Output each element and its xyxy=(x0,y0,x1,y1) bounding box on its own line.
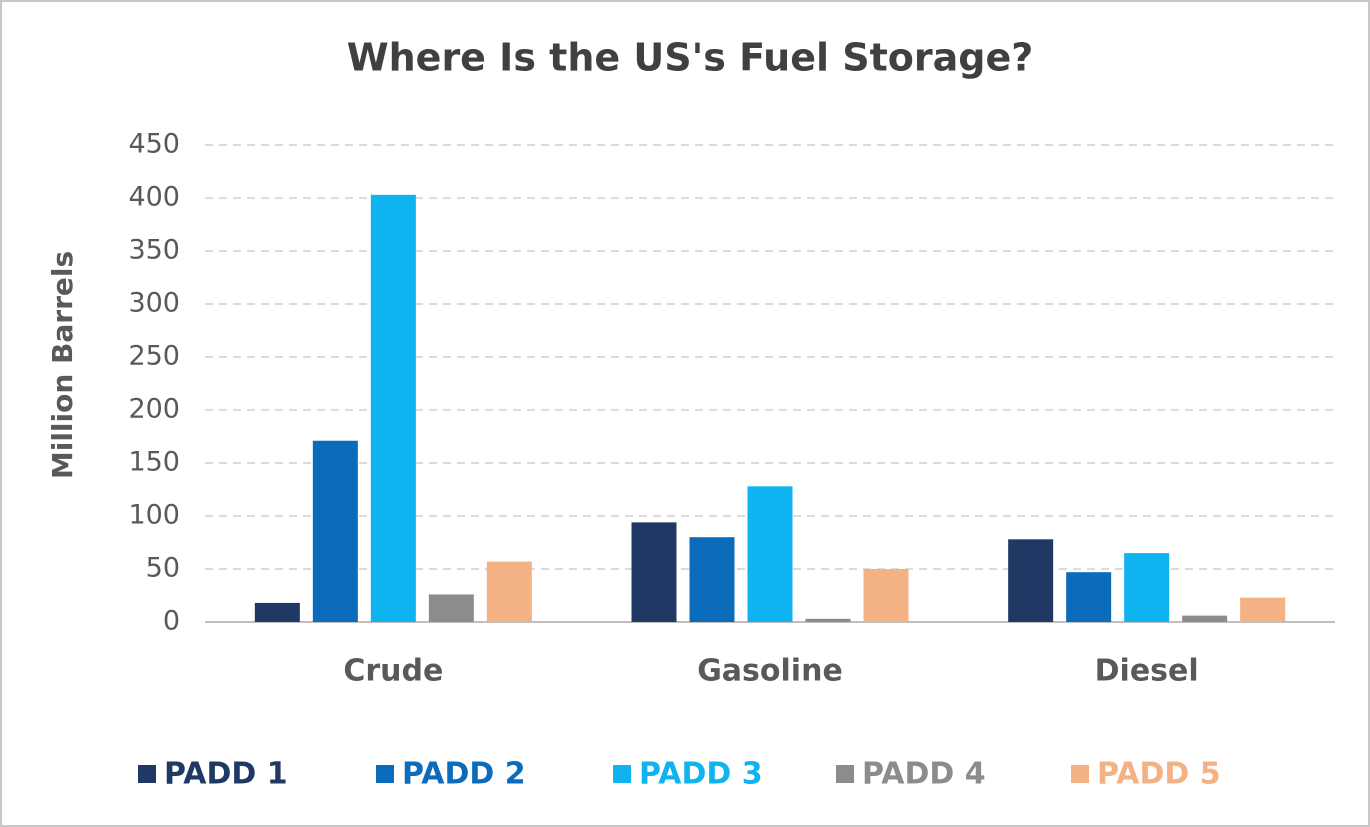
legend-label: PADD 4 xyxy=(862,757,986,792)
legend-label: PADD 3 xyxy=(639,757,763,792)
bar xyxy=(1240,597,1286,622)
x-tick-label: Diesel xyxy=(1095,654,1199,689)
x-tick-label: Gasoline xyxy=(697,654,843,689)
legend-label: PADD 5 xyxy=(1097,757,1221,792)
bar xyxy=(863,569,909,622)
bar xyxy=(370,194,416,622)
x-tick-label: Crude xyxy=(343,654,443,689)
bar xyxy=(1008,539,1054,622)
bar xyxy=(747,486,793,622)
chart-title: Where Is the US's Fuel Storage? xyxy=(347,36,1034,80)
legend-swatch xyxy=(613,765,631,783)
legend-label: PADD 1 xyxy=(164,757,288,792)
bar xyxy=(1066,572,1112,622)
y-tick-label: 350 xyxy=(128,235,180,266)
legend-label: PADD 2 xyxy=(402,757,526,792)
y-tick-label: 150 xyxy=(128,447,180,478)
y-tick-label: 250 xyxy=(128,341,180,372)
bar xyxy=(1124,553,1170,622)
bar xyxy=(1182,615,1228,622)
bar xyxy=(254,602,300,622)
y-tick-label: 50 xyxy=(146,553,180,584)
legend-swatch xyxy=(1071,765,1089,783)
bar xyxy=(428,594,474,622)
y-tick-label: 200 xyxy=(128,394,180,425)
bar xyxy=(631,522,677,622)
y-tick-label: 450 xyxy=(128,129,180,160)
bar xyxy=(486,561,532,622)
y-tick-label: 100 xyxy=(128,500,180,531)
y-tick-label: 400 xyxy=(128,182,180,213)
legend-swatch xyxy=(376,765,394,783)
y-axis-label: Million Barrels xyxy=(46,251,79,479)
legend-swatch xyxy=(836,765,854,783)
y-tick-label: 0 xyxy=(163,606,180,637)
bar xyxy=(689,537,735,622)
y-tick-label: 300 xyxy=(128,288,180,319)
legend-swatch xyxy=(138,765,156,783)
bar xyxy=(805,618,851,622)
bar xyxy=(312,440,358,622)
